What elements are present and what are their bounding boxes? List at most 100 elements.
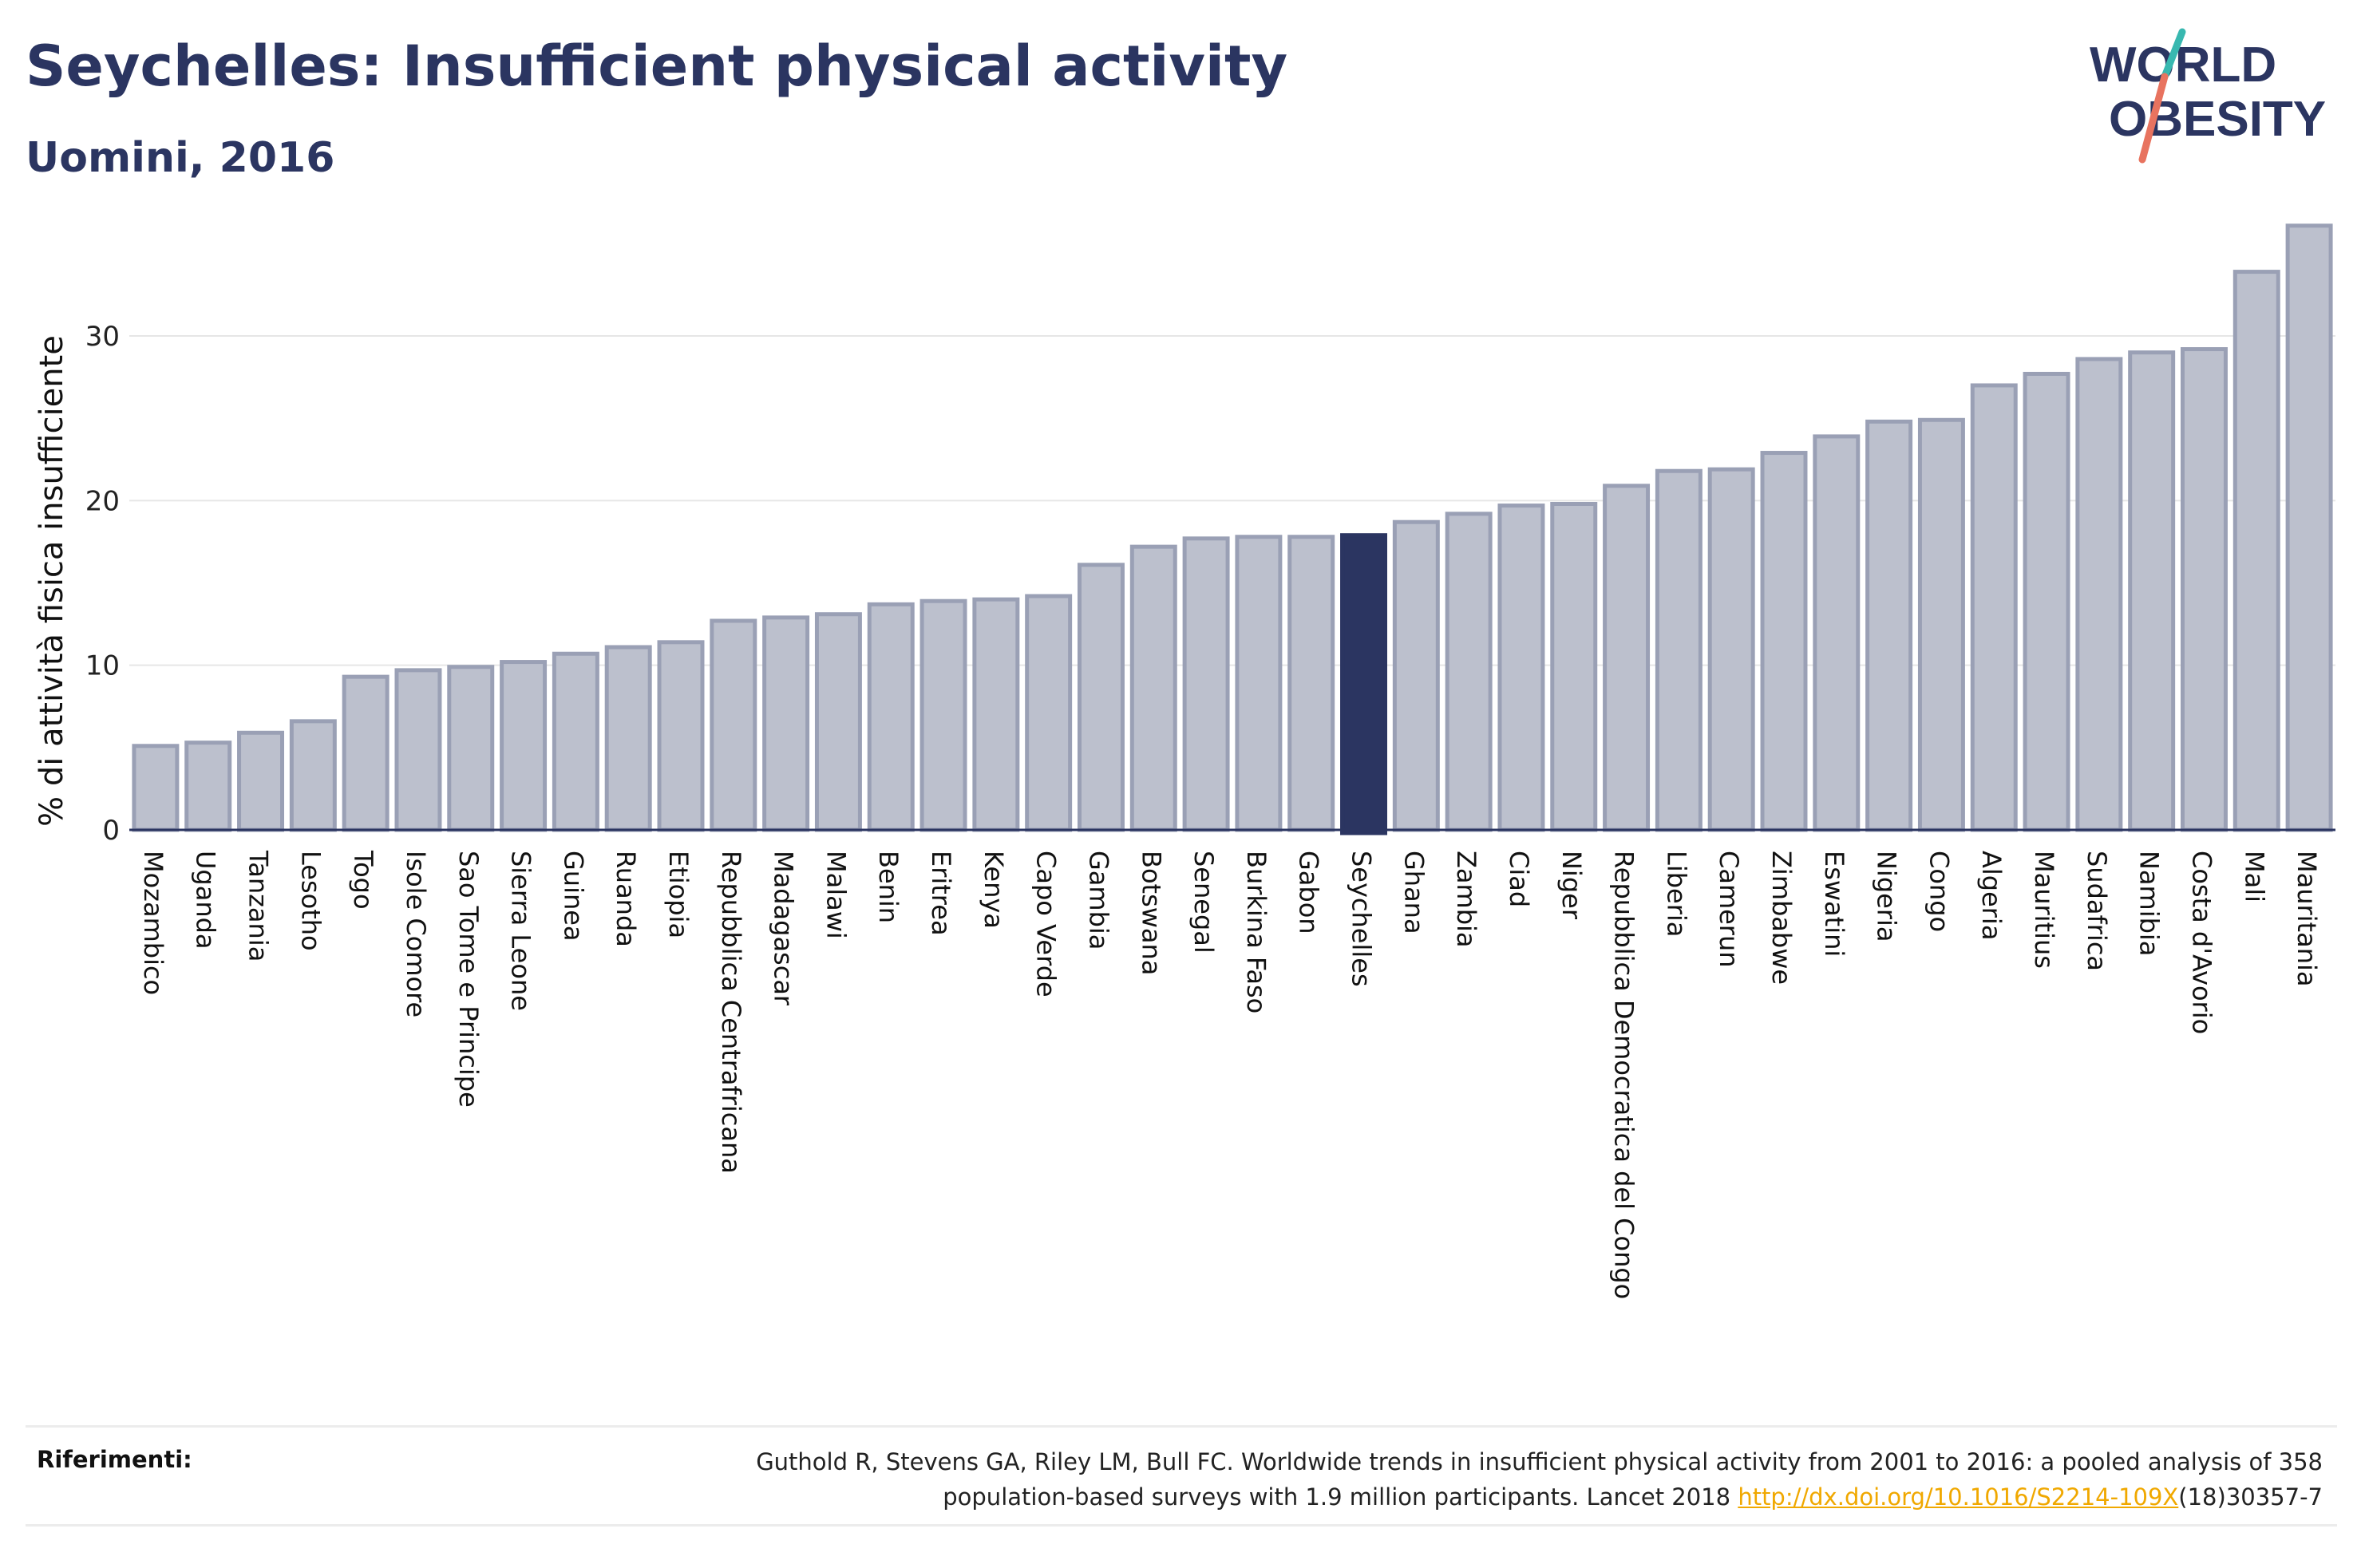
x-tick-label: Ruanda: [611, 851, 641, 947]
x-tick-label: Madagascar: [769, 851, 799, 1006]
world-obesity-logo: WORLD OBESITY: [2090, 28, 2326, 164]
x-tick-label: Sudafrica: [2082, 851, 2112, 971]
x-tick-label: Nigeria: [1872, 851, 1902, 942]
x-tick-label: Zimbabwe: [1766, 851, 1797, 985]
references-label: Riferimenti:: [37, 1446, 192, 1473]
bar-sudafrica: [2075, 357, 2123, 832]
y-tick-label: 30: [85, 321, 120, 353]
x-tick-label: Etiopia: [663, 851, 694, 938]
x-tick-label: Eritrea: [926, 851, 956, 936]
x-tick-label: Ghana: [1398, 851, 1429, 934]
x-tick-label: Sao Tome e Principe: [453, 851, 484, 1108]
bar-uganda: [184, 741, 232, 832]
x-tick-label: Namibia: [2134, 851, 2165, 956]
chart-title: Seychelles: Insufficient physical activi…: [26, 34, 1288, 99]
x-tick-label: Ciad: [1504, 851, 1534, 907]
bar-repubblica-centrafricana: [710, 618, 757, 832]
chart-subtitle: Uomini, 2016: [26, 134, 335, 182]
references-bottom-divider: [26, 1524, 2337, 1527]
y-tick-label: 10: [85, 650, 120, 682]
bar-algeria: [1970, 383, 2018, 832]
bar-niger: [1550, 501, 1598, 832]
bar-liberia: [1655, 468, 1703, 832]
x-tick-label: Benin: [873, 851, 904, 923]
bar-zimbabwe: [1760, 451, 1808, 832]
x-tick-label: Capo Verde: [1031, 851, 1062, 997]
bar-sierra-leone: [500, 660, 548, 832]
references-line-2-end: (18)30357-7: [2178, 1483, 2323, 1511]
x-tick-label: Liberia: [1661, 851, 1691, 937]
x-tick-label: Mauritius: [2029, 851, 2059, 969]
x-tick-label: Algeria: [1976, 851, 2007, 940]
references-text: Guthold R, Stevens GA, Riley LM, Bull FC…: [607, 1444, 2323, 1515]
x-tick-label: Costa d'Avorio: [2186, 851, 2217, 1034]
x-tick-label: Togo: [348, 850, 378, 910]
x-tick-label: Repubblica Centrafricana: [716, 851, 746, 1174]
bar-malawi: [814, 612, 862, 832]
x-tick-label: Lesotho: [295, 851, 326, 951]
bar-seychelles: [1340, 533, 1388, 835]
logo-line-world: WORLD: [2090, 38, 2276, 93]
y-axis-title: % di attività fisica insufficiente: [34, 335, 70, 827]
bar-guinea: [552, 651, 599, 832]
x-tick-label: Malawi: [821, 851, 851, 939]
bar-namibia: [2128, 350, 2176, 832]
x-tick-label: Eswatini: [1819, 851, 1849, 957]
bar-madagascar: [762, 615, 810, 832]
logo-slash-coral: [2138, 73, 2169, 164]
bar-kenya: [972, 597, 1020, 832]
bar-ciad: [1497, 504, 1545, 832]
bar-camerun: [1707, 467, 1755, 832]
x-tick-label: Uganda: [191, 851, 221, 950]
bar-mali: [2232, 270, 2280, 832]
references-doi-link[interactable]: http://dx.doi.org/10.1016/S2214-109X: [1738, 1483, 2179, 1511]
references-line-1: Guthold R, Stevens GA, Riley LM, Bull FC…: [756, 1448, 2323, 1475]
references-line-2: population-based surveys with 1.9 millio…: [943, 1483, 1738, 1511]
bar-burkina-faso: [1235, 535, 1283, 832]
x-tick-label: Botswana: [1136, 851, 1166, 975]
bar-chart: 0 10 20 30 Mozambico Uganda Tanzania Lesotho Tog…: [34, 223, 2335, 1299]
x-tick-label: Camerun: [1714, 851, 1744, 968]
bar-mauritius: [2023, 372, 2070, 832]
bar-tanzania: [237, 730, 285, 832]
x-tick-label: Repubblica Democratica del Congo: [1609, 851, 1639, 1299]
x-tick-label: Sierra Leone: [506, 851, 536, 1011]
references-top-divider: [26, 1425, 2337, 1428]
x-tick-label: Seychelles: [1347, 851, 1377, 987]
x-tick-label: Senegal: [1188, 851, 1219, 954]
logo-slash-teal: [2161, 28, 2186, 81]
bar-ghana: [1392, 519, 1440, 832]
bar-etiopia: [657, 640, 705, 832]
x-tick-label: Congo: [1924, 851, 1954, 932]
bar-costa-d-avorio: [2180, 347, 2228, 832]
bar-repubblica-democratica-del-congo: [1603, 484, 1651, 832]
x-tick-label: Kenya: [979, 851, 1009, 929]
x-tick-label: Guinea: [558, 851, 588, 942]
bar-ruanda: [604, 645, 652, 832]
bar-eritrea: [919, 598, 967, 832]
bar-togo: [342, 674, 390, 832]
bar-botswana: [1129, 544, 1177, 832]
y-tick-label: 0: [102, 815, 120, 847]
x-tick-label: Burkina Faso: [1241, 851, 1271, 1013]
bar-benin: [867, 602, 915, 832]
x-tick-label: Isole Comore: [401, 851, 431, 1017]
x-tick-label: Tanzania: [243, 850, 274, 962]
x-tick-label: Gambia: [1083, 851, 1113, 950]
y-tick-label: 20: [85, 485, 120, 517]
x-tick-label: Gabon: [1294, 851, 1324, 934]
x-tick-label: Mozambico: [138, 851, 168, 995]
bar-congo: [1917, 417, 1965, 832]
bar-mozambico: [132, 744, 180, 832]
bar-gambia: [1077, 563, 1125, 832]
x-tick-label: Zambia: [1451, 851, 1481, 948]
bar-mauritania: [2285, 223, 2333, 832]
x-tick-label: Mali: [2239, 851, 2269, 902]
x-tick-label: Niger: [1556, 851, 1587, 920]
bar-zambia: [1445, 511, 1493, 832]
bar-isole-comore: [394, 668, 442, 832]
bar-nigeria: [1865, 419, 1913, 832]
bar-senegal: [1182, 536, 1230, 832]
bar-eswatini: [1813, 434, 1861, 832]
bar-lesotho: [289, 719, 337, 832]
